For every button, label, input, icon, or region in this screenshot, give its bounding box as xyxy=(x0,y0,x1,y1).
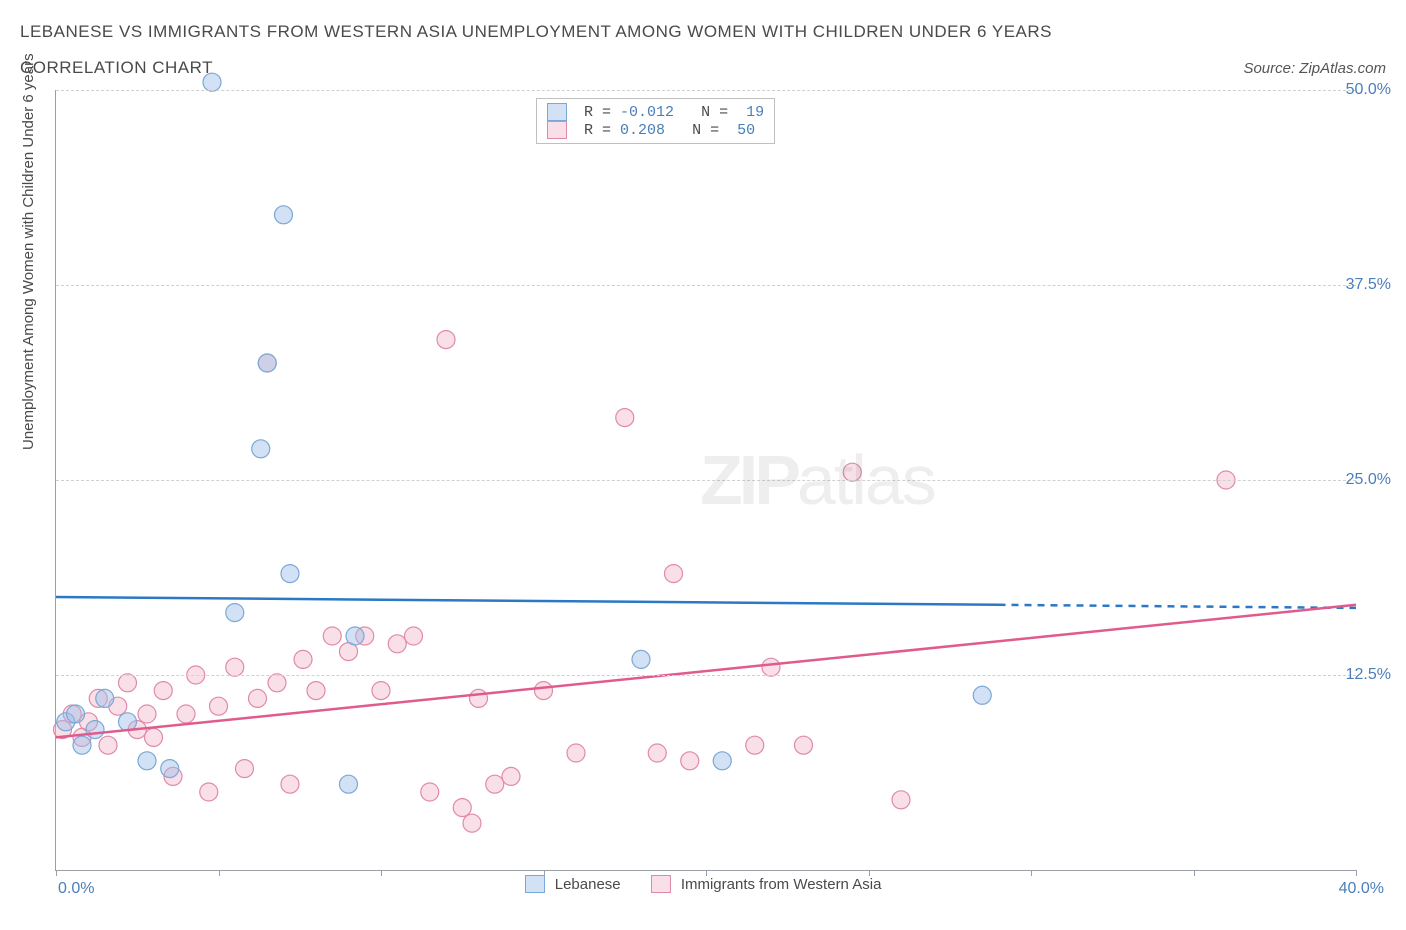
data-point-a xyxy=(161,760,179,778)
legend-swatch-b xyxy=(651,875,671,893)
data-point-b xyxy=(323,627,341,645)
data-point-b xyxy=(210,697,228,715)
data-point-b xyxy=(453,799,471,817)
data-point-a xyxy=(96,689,114,707)
data-point-b xyxy=(145,728,163,746)
data-point-b xyxy=(268,674,286,692)
data-point-b xyxy=(226,658,244,676)
data-point-b xyxy=(762,658,780,676)
data-point-b xyxy=(665,565,683,583)
data-point-a xyxy=(203,73,221,91)
data-point-b xyxy=(486,775,504,793)
gridline xyxy=(56,285,1356,286)
data-point-a xyxy=(67,705,85,723)
data-point-b xyxy=(437,331,455,349)
trendline-b xyxy=(56,605,1356,738)
data-point-b xyxy=(99,736,117,754)
data-point-b xyxy=(843,463,861,481)
data-point-b xyxy=(138,705,156,723)
data-point-a xyxy=(346,627,364,645)
trendline-a-dash xyxy=(999,605,1357,608)
data-point-a xyxy=(973,686,991,704)
stats-r-label-b: R = xyxy=(584,122,611,139)
data-point-a xyxy=(258,354,276,372)
stats-r-a: -0.012 xyxy=(620,104,674,121)
legend-swatch-a xyxy=(525,875,545,893)
data-point-a xyxy=(138,752,156,770)
stats-n-a: 19 xyxy=(746,104,764,121)
data-point-b xyxy=(249,689,267,707)
stats-swatch-a xyxy=(547,103,567,121)
stats-row-a: R = -0.012 N = 19 xyxy=(547,103,764,121)
data-point-b xyxy=(892,791,910,809)
data-point-a xyxy=(713,752,731,770)
data-point-b xyxy=(236,760,254,778)
right-tick-label: 25.0% xyxy=(1346,471,1391,489)
data-point-a xyxy=(226,604,244,622)
data-point-a xyxy=(275,206,293,224)
data-point-b xyxy=(405,627,423,645)
data-point-a xyxy=(73,736,91,754)
stats-box: R = -0.012 N = 19 R = 0.208 N = 50 xyxy=(536,98,775,144)
legend-item-b: Immigrants from Western Asia xyxy=(651,876,882,894)
title-line-1: LEBANESE VS IMMIGRANTS FROM WESTERN ASIA… xyxy=(20,22,1052,42)
data-point-b xyxy=(535,682,553,700)
legend-label-a: Lebanese xyxy=(555,876,621,893)
data-point-b xyxy=(681,752,699,770)
legend-label-b: Immigrants from Western Asia xyxy=(681,876,882,893)
right-tick-label: 50.0% xyxy=(1346,81,1391,99)
data-point-a xyxy=(340,775,358,793)
data-point-a xyxy=(252,440,270,458)
title-line-2: CORRELATION CHART xyxy=(20,58,213,78)
stats-r-label-a: R = xyxy=(584,104,611,121)
stats-n-label-a: N = xyxy=(701,104,728,121)
source-label: Source: ZipAtlas.com xyxy=(1243,60,1386,77)
stats-swatch-b xyxy=(547,121,567,139)
data-point-b xyxy=(281,775,299,793)
data-point-b xyxy=(372,682,390,700)
chart-area xyxy=(55,90,1356,871)
legend-item-a: Lebanese xyxy=(525,876,621,894)
data-point-b xyxy=(795,736,813,754)
data-point-b xyxy=(200,783,218,801)
right-tick-label: 12.5% xyxy=(1346,666,1391,684)
right-tick-label: 37.5% xyxy=(1346,276,1391,294)
gridline xyxy=(56,480,1356,481)
data-point-b xyxy=(502,767,520,785)
gridline xyxy=(56,90,1356,91)
data-point-b xyxy=(388,635,406,653)
data-point-b xyxy=(463,814,481,832)
data-point-a xyxy=(281,565,299,583)
data-point-a xyxy=(86,721,104,739)
stats-n-label-b: N = xyxy=(692,122,719,139)
data-point-b xyxy=(421,783,439,801)
data-point-b xyxy=(746,736,764,754)
data-point-b xyxy=(294,650,312,668)
data-point-b xyxy=(567,744,585,762)
data-point-b xyxy=(154,682,172,700)
data-point-a xyxy=(632,650,650,668)
stats-row-b: R = 0.208 N = 50 xyxy=(547,121,764,139)
data-point-b xyxy=(307,682,325,700)
data-point-a xyxy=(119,713,137,731)
y-axis-label: Unemployment Among Women with Children U… xyxy=(20,53,37,450)
stats-n-b: 50 xyxy=(737,122,755,139)
data-point-b xyxy=(119,674,137,692)
data-point-b xyxy=(470,689,488,707)
data-point-b xyxy=(648,744,666,762)
trendline-a xyxy=(56,597,999,605)
data-point-b xyxy=(616,409,634,427)
stats-r-b: 0.208 xyxy=(620,122,665,139)
gridline xyxy=(56,675,1356,676)
bottom-legend: Lebanese Immigrants from Western Asia xyxy=(0,876,1406,894)
data-point-b xyxy=(177,705,195,723)
